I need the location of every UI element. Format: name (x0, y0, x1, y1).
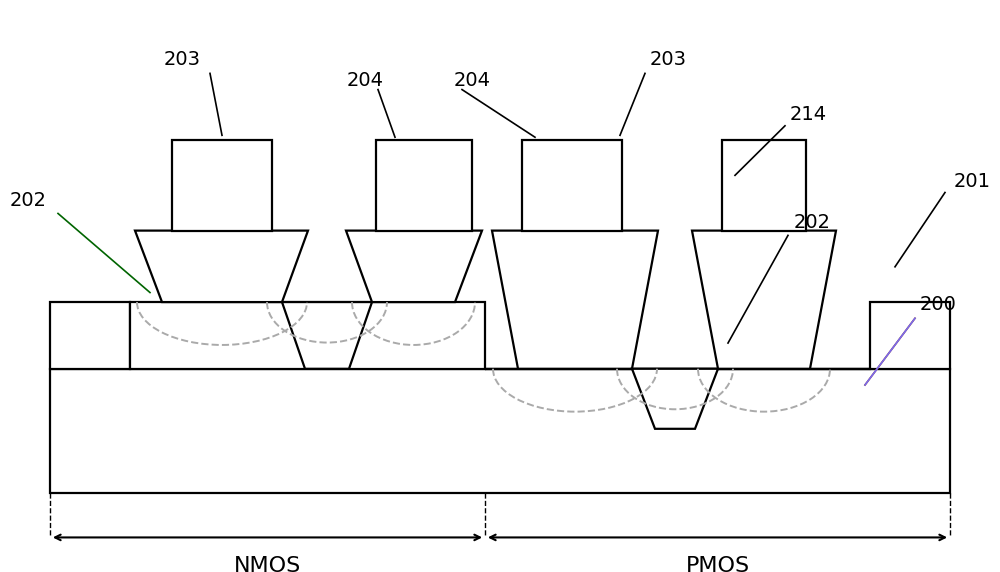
Text: 202: 202 (793, 213, 830, 232)
Polygon shape (346, 231, 482, 302)
Polygon shape (50, 369, 950, 492)
Polygon shape (135, 231, 308, 302)
Text: 200: 200 (920, 295, 956, 315)
Polygon shape (632, 369, 718, 429)
Text: NMOS: NMOS (234, 556, 301, 572)
Polygon shape (492, 231, 658, 369)
Polygon shape (130, 302, 485, 369)
Polygon shape (485, 302, 950, 369)
Polygon shape (522, 140, 622, 231)
Text: 214: 214 (789, 105, 827, 124)
Text: 201: 201 (954, 172, 991, 190)
Text: 204: 204 (347, 70, 384, 90)
Polygon shape (282, 302, 372, 369)
Text: PMOS: PMOS (685, 556, 750, 572)
Text: 204: 204 (454, 70, 490, 90)
Text: 203: 203 (164, 50, 200, 69)
Polygon shape (722, 140, 806, 231)
Polygon shape (50, 302, 130, 369)
Polygon shape (692, 231, 836, 369)
Polygon shape (376, 140, 472, 231)
Text: 202: 202 (10, 190, 46, 209)
Text: 203: 203 (650, 50, 686, 69)
Polygon shape (172, 140, 272, 231)
